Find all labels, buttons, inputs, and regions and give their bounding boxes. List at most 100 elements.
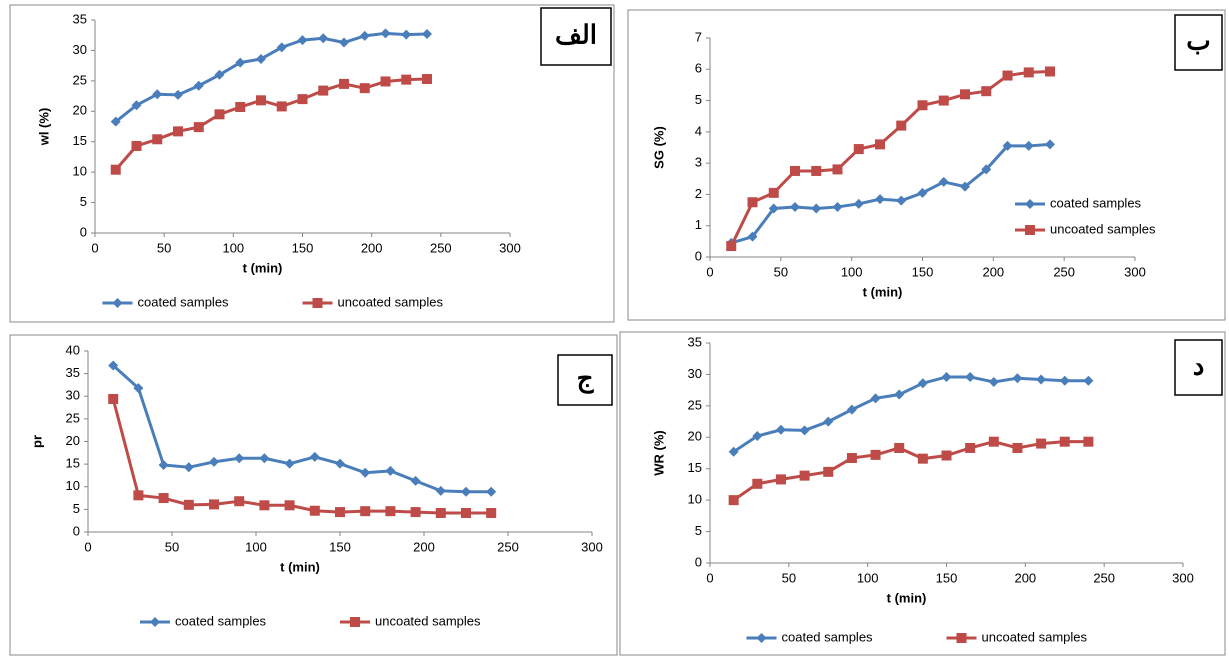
marker	[846, 453, 857, 464]
marker	[259, 453, 270, 464]
y-tick-label: 30	[73, 42, 87, 57]
marker	[150, 617, 160, 627]
marker	[133, 490, 144, 501]
marker	[965, 371, 976, 382]
marker	[790, 165, 800, 176]
marker	[318, 85, 329, 96]
marker	[811, 203, 822, 214]
chart-panel: 0 5 10 15 20 25 30 35 0 50 100 150 200 250 300 t (min) w…	[9, 4, 615, 323]
marker	[256, 95, 266, 106]
y-tick-label: 35	[73, 11, 87, 26]
marker	[276, 42, 287, 53]
marker	[193, 80, 204, 91]
x-tick-label: 200	[982, 264, 1004, 279]
panel-border	[9, 334, 618, 656]
marker	[284, 458, 295, 469]
y-tick-label: 7	[695, 29, 702, 44]
marker	[318, 33, 329, 44]
marker	[941, 450, 952, 461]
marker	[435, 507, 446, 518]
y-tick-label: 20	[688, 429, 702, 444]
y-tick-label: 15	[688, 460, 702, 475]
marker	[259, 500, 270, 511]
panel-label-box	[557, 354, 613, 406]
marker	[917, 378, 928, 389]
marker	[1083, 436, 1094, 447]
marker	[486, 486, 497, 497]
marker	[173, 126, 183, 137]
y-tick-label: 5	[80, 194, 87, 209]
marker	[981, 86, 992, 97]
x-tick-label: 250	[497, 539, 519, 554]
x-tick-label: 300	[499, 240, 521, 255]
marker	[276, 101, 287, 112]
legend-label: uncoated samples	[982, 629, 1088, 644]
marker	[410, 507, 421, 518]
marker	[214, 69, 225, 80]
marker	[747, 231, 758, 242]
legend-label: coated samples	[1050, 195, 1142, 210]
marker	[214, 109, 225, 120]
y-tick-label: 5	[73, 501, 80, 516]
marker	[110, 164, 121, 175]
marker	[131, 100, 142, 111]
panel-label-box	[540, 7, 612, 66]
marker	[461, 486, 471, 497]
x-tick-label: 300	[1124, 264, 1146, 279]
marker	[832, 164, 843, 175]
y-tick-label: 40	[66, 342, 80, 357]
y-axis-label: WR (%)	[651, 430, 666, 476]
marker	[193, 122, 204, 133]
marker	[1012, 373, 1023, 384]
marker	[335, 507, 345, 518]
chart-panel: 0 1 2 3 4 5 6 7 0 50 100 150 200 250 300 t (min) SG (%) ب…	[627, 9, 1226, 321]
marker	[790, 201, 800, 212]
marker	[339, 37, 349, 48]
marker	[896, 120, 907, 131]
y-tick-label: 25	[66, 410, 80, 425]
marker	[1023, 67, 1034, 78]
marker	[235, 57, 246, 68]
marker	[896, 195, 907, 206]
marker	[422, 74, 432, 85]
x-tick-label: 150	[936, 570, 958, 585]
marker	[832, 201, 843, 212]
marker	[461, 507, 471, 518]
series-line	[114, 77, 428, 171]
marker	[422, 28, 432, 39]
y-axis-label: pr	[29, 435, 44, 448]
legend-label: uncoated samples	[1050, 221, 1156, 236]
y-tick-label: 20	[73, 103, 87, 118]
chart-panel: 0 5 10 15 20 25 30 35 0 50 100 150 200 250 300 t (min) W…	[619, 331, 1226, 656]
panel-label: ج	[577, 364, 595, 394]
marker	[960, 89, 970, 100]
series-line	[729, 69, 1051, 247]
x-tick-label: 150	[292, 240, 314, 255]
x-tick-label: 100	[222, 240, 244, 255]
marker	[875, 194, 885, 205]
marker	[234, 496, 245, 507]
y-tick-label: 0	[80, 224, 87, 239]
marker	[234, 453, 245, 464]
marker	[960, 181, 970, 192]
marker	[209, 499, 219, 510]
marker	[256, 53, 266, 64]
y-tick-label: 25	[73, 72, 87, 87]
marker	[173, 89, 183, 100]
y-tick-label: 10	[66, 478, 80, 493]
marker	[360, 506, 371, 517]
marker	[385, 465, 396, 476]
legend-label: coated samples	[175, 613, 267, 628]
marker	[965, 442, 976, 453]
marker	[775, 474, 786, 485]
marker	[1002, 140, 1013, 151]
marker	[823, 466, 834, 477]
x-tick-label: 0	[91, 240, 98, 255]
x-tick-label: 0	[84, 539, 91, 554]
marker	[799, 470, 810, 481]
marker	[811, 165, 822, 176]
marker	[917, 100, 928, 111]
marker	[894, 442, 905, 453]
panel-border	[9, 4, 615, 323]
marker	[981, 164, 992, 175]
